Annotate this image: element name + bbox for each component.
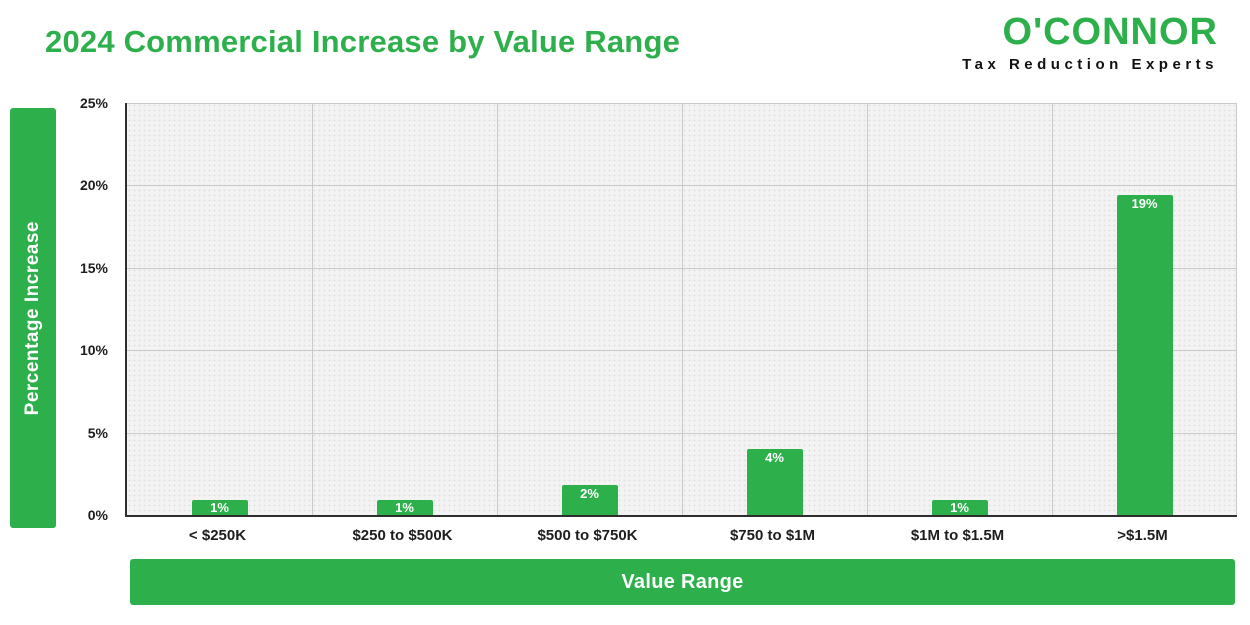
bar: 2% xyxy=(561,485,618,515)
y-tick-label: 25% xyxy=(79,95,108,111)
plot-area: 1% 1% 2% 4% 1% 19% xyxy=(125,103,1237,517)
bar: 1% xyxy=(931,500,988,516)
bar-value-label: 19% xyxy=(1131,196,1158,212)
x-tick-label: < $250K xyxy=(188,527,247,544)
gridline-vertical xyxy=(1052,103,1053,515)
y-tick-label: 0% xyxy=(87,507,108,523)
gridline-vertical xyxy=(1236,103,1237,515)
gridline-vertical xyxy=(312,103,313,515)
bar: 1% xyxy=(191,500,248,516)
logo-text: O'CONNOR xyxy=(1002,11,1218,53)
bar: 19% xyxy=(1116,195,1173,515)
bar-value-label: 1% xyxy=(210,500,229,516)
x-tick-label: $750 to $1M xyxy=(729,527,816,544)
y-axis-ticks: 0% 5% 10% 15% 20% 25% xyxy=(0,95,118,523)
x-axis-label: Value Range xyxy=(621,570,744,593)
bar-value-label: 4% xyxy=(765,450,784,466)
y-tick-label: 5% xyxy=(87,424,108,441)
bar-value-label: 2% xyxy=(580,486,599,502)
y-tick-label: 10% xyxy=(79,342,108,359)
x-tick-label: $1M to $1.5M xyxy=(910,527,1005,544)
x-tick-label: $500 to $750K xyxy=(537,527,638,544)
gridline-vertical xyxy=(682,103,683,515)
page-title: 2024 Commercial Increase by Value Range xyxy=(45,24,681,59)
gridline-vertical xyxy=(497,103,498,515)
x-axis-ticks: < $250K $250 to $500K $500 to $750K $750 to… xyxy=(125,524,1235,550)
y-tick-label: 15% xyxy=(79,259,108,276)
bar: 1% xyxy=(376,500,433,516)
gridline-vertical xyxy=(867,103,868,515)
bar-value-label: 1% xyxy=(950,500,969,516)
oconnor-logo: O'CONNOR Tax Reduction Experts xyxy=(962,11,1218,73)
y-tick-label: 20% xyxy=(79,177,108,194)
bar: 4% xyxy=(746,449,803,515)
bar-value-label: 1% xyxy=(395,500,414,516)
x-axis-label-bar: Value Range xyxy=(130,559,1235,605)
x-tick-label: >$1.5M xyxy=(1117,527,1168,544)
x-tick-label: $250 to $500K xyxy=(352,527,453,544)
y-axis-label-bar: Percentage Increase xyxy=(10,108,56,528)
logo-tagline: Tax Reduction Experts xyxy=(962,55,1218,73)
